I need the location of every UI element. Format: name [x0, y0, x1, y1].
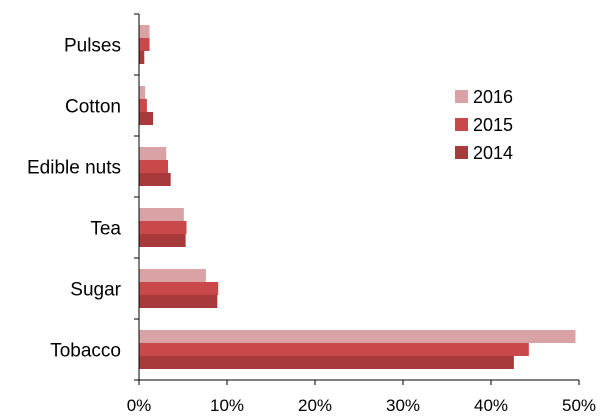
x-tick-labels: 0% 10% 20% 30% 40% 50% [127, 396, 596, 415]
bar-tea-2015 [139, 221, 187, 234]
legend-label-2015: 2015 [473, 115, 513, 135]
bar-sugar-2015 [139, 282, 219, 295]
bar-cotton-2014 [139, 112, 154, 125]
legend: 2016 2015 2014 [455, 87, 513, 163]
axes-group [134, 13, 580, 385]
category-label: Tobacco [50, 341, 121, 362]
bars-group [139, 25, 576, 369]
bar-tobacco-2015 [139, 343, 529, 356]
legend-swatch-2016 [455, 90, 468, 103]
category-label: Cotton [65, 97, 121, 118]
x-tick-label: 0% [127, 396, 152, 415]
category-label: Tea [90, 219, 121, 240]
bar-cotton-2015 [139, 99, 147, 112]
x-tick-label: 40% [474, 396, 508, 415]
x-tick-label: 50% [562, 396, 596, 415]
bar-pulses-2014 [139, 51, 145, 64]
bar-sugar-2014 [139, 295, 218, 308]
bar-edible-nuts-2014 [139, 173, 171, 186]
legend-label-2016: 2016 [473, 87, 513, 107]
legend-swatch-2015 [455, 118, 468, 131]
bar-cotton-2016 [139, 86, 146, 99]
bar-tobacco-2016 [139, 330, 576, 343]
bar-pulses-2016 [139, 25, 150, 38]
legend-label-2014: 2014 [473, 143, 513, 163]
x-tick-label: 20% [298, 396, 332, 415]
category-label: Pulses [64, 36, 121, 57]
category-label: Sugar [70, 280, 121, 301]
x-tick-label: 10% [210, 396, 244, 415]
category-label: Edible nuts [27, 158, 121, 179]
bar-edible-nuts-2016 [139, 147, 167, 160]
x-tick-label: 30% [386, 396, 420, 415]
bar-edible-nuts-2015 [139, 160, 169, 173]
category-labels: Pulses Cotton Edible nuts Tea Sugar Tobacco [27, 36, 122, 362]
bar-sugar-2016 [139, 269, 206, 282]
bar-tea-2014 [139, 234, 186, 247]
bar-tea-2016 [139, 208, 184, 221]
legend-swatch-2014 [455, 146, 468, 159]
bar-pulses-2015 [139, 38, 150, 51]
bar-tobacco-2014 [139, 356, 514, 369]
